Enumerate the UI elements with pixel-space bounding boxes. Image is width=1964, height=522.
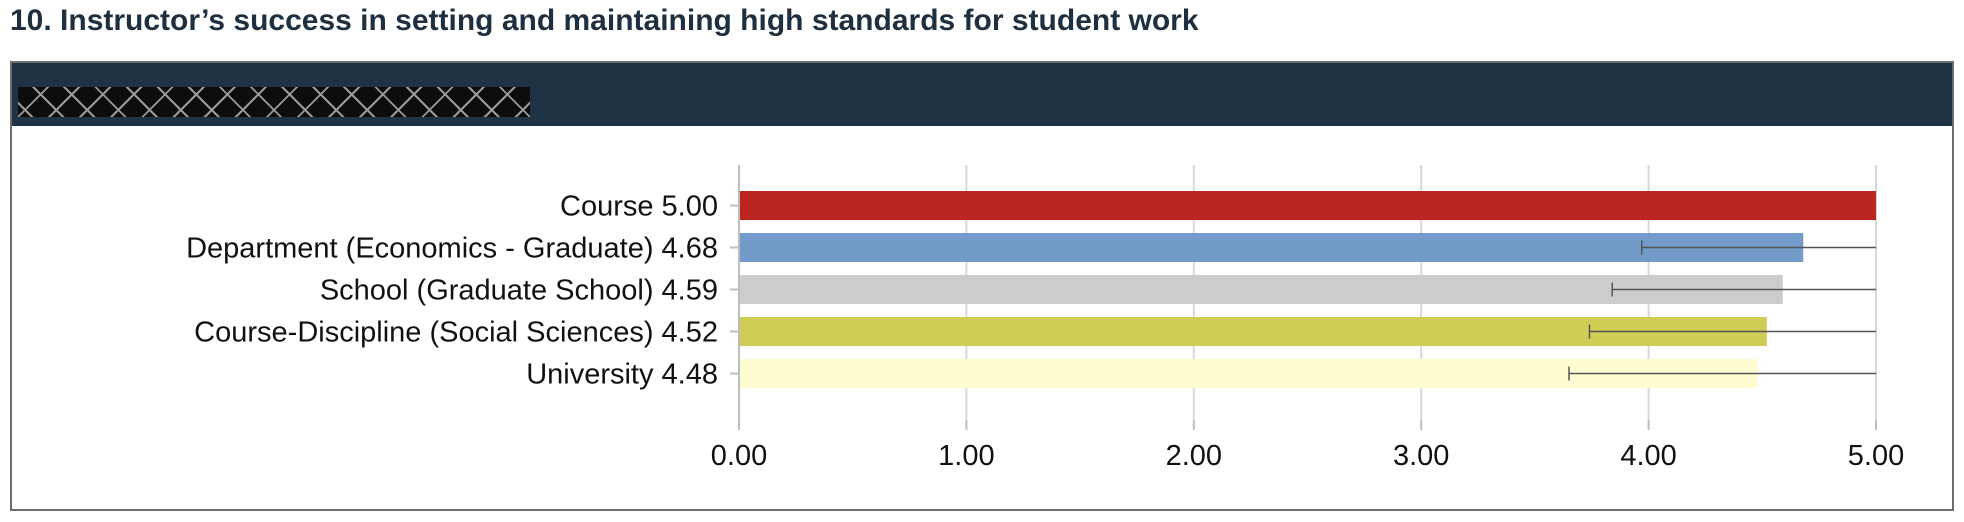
category-label: Course-Discipline (Social Sciences) 4.52 <box>194 317 718 349</box>
chart-panel: 0.00 1.00 2.00 3.00 4.00 5.00 Course 5.00 Depar… <box>10 61 1954 511</box>
panel-header <box>12 63 1952 126</box>
bar <box>740 233 1804 262</box>
x-tick-label: 2.00 <box>1166 440 1222 472</box>
category-label: School (Graduate School) 4.59 <box>320 275 718 307</box>
category-label: Course 5.00 <box>560 191 718 223</box>
x-tick-label: 4.00 <box>1620 440 1676 472</box>
x-tick-label: 0.00 <box>711 440 767 472</box>
page-title: 10. Instructor’s success in setting and … <box>10 4 1199 37</box>
category-label: Department (Economics - Graduate) 4.68 <box>186 233 718 265</box>
x-tick-label: 1.00 <box>938 440 994 472</box>
bar <box>740 191 1876 220</box>
x-tick-label: 5.00 <box>1848 440 1904 472</box>
bar <box>740 275 1783 304</box>
category-label: University 4.48 <box>526 359 718 391</box>
x-tick-label: 3.00 <box>1393 440 1449 472</box>
redacted-block <box>18 87 530 117</box>
bar-chart: 0.00 1.00 2.00 3.00 4.00 5.00 Course 5.00 Depar… <box>186 165 1904 472</box>
